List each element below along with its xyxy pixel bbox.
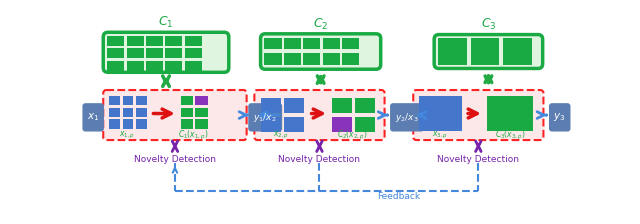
Bar [419, 96, 462, 131]
Text: $C_2$: $C_2$ [313, 16, 328, 32]
Bar [123, 119, 134, 129]
Text: $C_1(x_{1,p})$: $C_1(x_{1,p})$ [178, 129, 209, 142]
Bar [146, 36, 163, 46]
Bar [109, 119, 120, 129]
Text: $y_2/x_3$: $y_2/x_3$ [396, 111, 419, 124]
Bar [195, 108, 208, 117]
FancyBboxPatch shape [434, 34, 543, 69]
Bar [180, 119, 193, 129]
Bar [470, 39, 499, 65]
Bar [107, 61, 124, 71]
Text: Novelty Detection: Novelty Detection [437, 155, 519, 164]
Text: Novelty Detection: Novelty Detection [134, 155, 216, 164]
Bar [355, 117, 375, 132]
Text: Feedback: Feedback [378, 192, 420, 201]
FancyBboxPatch shape [103, 90, 246, 140]
Bar [342, 53, 359, 65]
Bar [107, 36, 124, 46]
FancyBboxPatch shape [254, 90, 385, 140]
FancyBboxPatch shape [391, 104, 423, 131]
Bar [195, 96, 208, 106]
Bar [260, 98, 281, 113]
Bar [503, 39, 532, 65]
Text: $C_2(x_{2,p})$: $C_2(x_{2,p})$ [337, 129, 367, 142]
Text: $y_1/x_2$: $y_1/x_2$ [253, 111, 277, 124]
Bar [127, 61, 143, 71]
Bar [109, 96, 120, 106]
Bar [355, 98, 375, 113]
Bar [123, 96, 134, 106]
Text: $x_{1,p}$: $x_{1,p}$ [119, 130, 135, 141]
Bar [323, 53, 340, 65]
Text: $x_{2,p}$: $x_{2,p}$ [273, 130, 289, 141]
Bar [136, 96, 147, 106]
Bar [136, 119, 147, 129]
Bar [195, 119, 208, 129]
Bar [180, 96, 193, 106]
Bar [284, 38, 301, 49]
Bar [332, 98, 352, 113]
Bar [109, 108, 120, 117]
Bar [136, 108, 147, 117]
Bar [123, 108, 134, 117]
Bar [303, 53, 320, 65]
Bar [303, 38, 320, 49]
Text: $C_1$: $C_1$ [158, 15, 173, 30]
Text: $y_3$: $y_3$ [554, 111, 566, 123]
FancyBboxPatch shape [413, 90, 543, 140]
Bar [127, 36, 143, 46]
Bar [264, 53, 282, 65]
Bar [284, 98, 304, 113]
Bar [165, 61, 182, 71]
Bar [184, 36, 202, 46]
Text: $x_{3,p}$: $x_{3,p}$ [433, 130, 449, 141]
Bar [184, 48, 202, 58]
Bar [260, 117, 281, 132]
Bar [323, 38, 340, 49]
Bar [284, 117, 304, 132]
Bar [332, 117, 352, 132]
Bar [487, 96, 533, 131]
Bar [342, 38, 359, 49]
FancyBboxPatch shape [550, 104, 570, 131]
Bar [165, 36, 182, 46]
Bar [165, 48, 182, 58]
Bar [146, 48, 163, 58]
Text: $C_3$: $C_3$ [481, 17, 496, 32]
FancyBboxPatch shape [249, 104, 282, 131]
Text: $C_3(x_{3,p})$: $C_3(x_{3,p})$ [495, 129, 525, 142]
Bar [180, 108, 193, 117]
Text: Novelty Detection: Novelty Detection [278, 155, 360, 164]
Bar [146, 61, 163, 71]
FancyBboxPatch shape [103, 32, 229, 72]
Text: $x_1$: $x_1$ [87, 112, 99, 123]
Bar [184, 61, 202, 71]
Bar [107, 48, 124, 58]
Bar [264, 38, 282, 49]
Bar [284, 53, 301, 65]
Bar [127, 48, 143, 58]
FancyBboxPatch shape [83, 104, 103, 131]
Bar [438, 39, 467, 65]
FancyBboxPatch shape [260, 34, 381, 69]
